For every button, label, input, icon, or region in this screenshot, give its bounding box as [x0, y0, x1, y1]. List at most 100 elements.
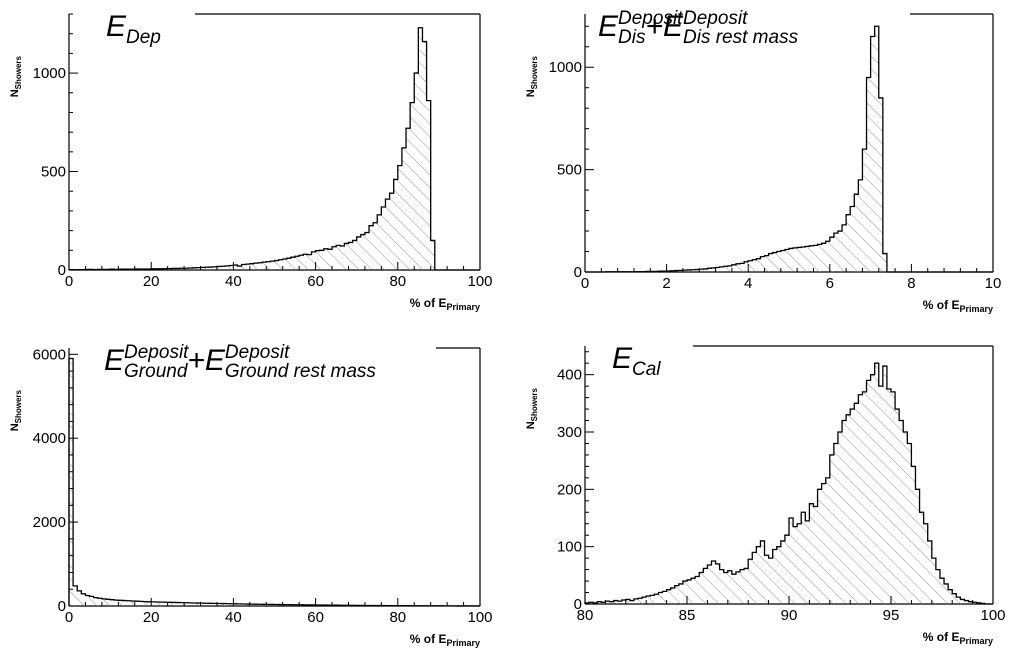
histogram-bin: [780, 540, 785, 604]
histogram-bin: [114, 600, 119, 606]
histogram-bin: [179, 268, 185, 270]
histogram-bin: [613, 600, 618, 604]
histogram-bin: [167, 602, 172, 606]
histogram-bin: [266, 604, 271, 606]
x-tick-label: 6: [826, 275, 834, 292]
chart-title-part: E: [106, 10, 127, 43]
histogram-outline: [68, 27, 480, 271]
histogram-bin: [874, 26, 879, 272]
histogram-bin: [311, 251, 316, 270]
chart-title: EDeposit Ground+EDeposit Ground rest mass: [104, 342, 376, 382]
histogram-bin: [886, 389, 891, 604]
histogram-bin: [691, 269, 696, 272]
x-tick-label: 0: [65, 609, 73, 626]
y-axis-label-sub: Showers: [530, 387, 539, 421]
histogram-bin: [748, 260, 753, 272]
histogram-bin: [850, 206, 855, 272]
histogram-bin: [682, 581, 687, 604]
histogram-bin: [110, 599, 115, 606]
histogram-bin: [204, 603, 209, 606]
histogram-bin: [356, 236, 361, 270]
chart-title-part: Dis: [618, 27, 646, 48]
x-tick-label: 10: [985, 275, 1002, 292]
histogram-bin: [101, 598, 106, 606]
histogram-bin: [768, 558, 773, 604]
histogram-bin: [155, 602, 160, 606]
histogram-bin: [229, 265, 234, 270]
histogram-bin: [414, 73, 419, 270]
histogram-bin: [221, 266, 226, 270]
histogram-bin: [212, 266, 217, 270]
y-tick-label: 300: [557, 424, 582, 441]
histogram-bin: [842, 420, 847, 604]
histogram-bin: [752, 259, 757, 272]
histogram-bin: [923, 523, 928, 604]
histogram-bin: [654, 594, 659, 604]
histogram-bin: [674, 585, 679, 604]
histogram-outline: [68, 357, 481, 607]
y-axis-label-sub: Showers: [14, 389, 23, 423]
histogram-bin: [601, 602, 606, 604]
histogram-bin: [241, 603, 246, 606]
histogram-bin: [597, 601, 602, 604]
histogram-bin: [719, 569, 724, 604]
histogram-bin: [225, 265, 230, 270]
x-axis-label-sub: Primary: [446, 638, 480, 648]
x-tick-label: 80: [389, 273, 406, 290]
histogram-bin: [866, 77, 871, 272]
y-tick-label: 200: [557, 481, 582, 498]
histogram-bin: [274, 260, 279, 270]
histogram-bin: [678, 583, 683, 604]
histogram-bin: [821, 243, 826, 272]
histogram-bin: [784, 249, 789, 272]
y-tick-label: 2000: [33, 514, 66, 531]
histogram-bin: [813, 245, 818, 272]
histogram-bin: [699, 572, 704, 604]
x-axis-label: % of EPrimary: [923, 630, 993, 646]
chart-title-part: Deposit: [618, 8, 683, 29]
histogram-bin: [410, 102, 415, 270]
histogram-bin: [964, 600, 969, 604]
y-tick-label: 1000: [549, 59, 582, 76]
histogram-bin: [262, 604, 267, 606]
histogram-bin: [397, 165, 402, 270]
histogram-bin: [200, 267, 205, 270]
histogram-bin: [192, 267, 197, 270]
histogram-bin: [360, 234, 365, 270]
histogram-bin: [666, 589, 671, 604]
x-tick-label: 8: [907, 275, 915, 292]
histogram-bin: [184, 602, 189, 606]
histogram-bin: [208, 267, 213, 270]
chart-title: EDeposit Dis+EDeposit Dis rest mass: [598, 8, 799, 48]
histogram-bin: [772, 252, 777, 272]
histogram-bin: [809, 245, 814, 272]
histogram-bin: [972, 602, 977, 604]
histogram-bin: [968, 601, 973, 604]
x-axis-label: % of EPrimary: [410, 632, 480, 648]
chart-title: ECal: [612, 342, 661, 380]
histogram-bin: [323, 248, 328, 270]
y-axis-label-main: N: [525, 89, 537, 97]
histogram-bin: [858, 394, 863, 604]
histogram-bin: [723, 266, 728, 272]
histogram-bin: [870, 36, 875, 273]
histogram-bin: [336, 245, 341, 270]
histogram-bin: [756, 258, 761, 272]
histogram-bin: [939, 578, 945, 604]
histogram-bin: [609, 601, 614, 604]
histogram-bin: [377, 214, 382, 270]
histogram-bin: [258, 604, 263, 606]
histogram-bin: [422, 41, 427, 270]
histogram-bin: [870, 374, 875, 604]
histogram-bin: [85, 595, 90, 606]
histogram-bin: [691, 578, 696, 604]
histogram-bin: [797, 247, 802, 272]
y-tick-label: 6000: [33, 346, 66, 363]
histogram-bin: [711, 267, 716, 272]
histogram-bin: [789, 248, 794, 272]
histogram-bin: [760, 256, 765, 272]
histogram-bin: [854, 403, 859, 604]
histogram-bin: [118, 600, 123, 606]
histogram-bin: [956, 597, 961, 604]
histogram-bin: [270, 261, 275, 270]
